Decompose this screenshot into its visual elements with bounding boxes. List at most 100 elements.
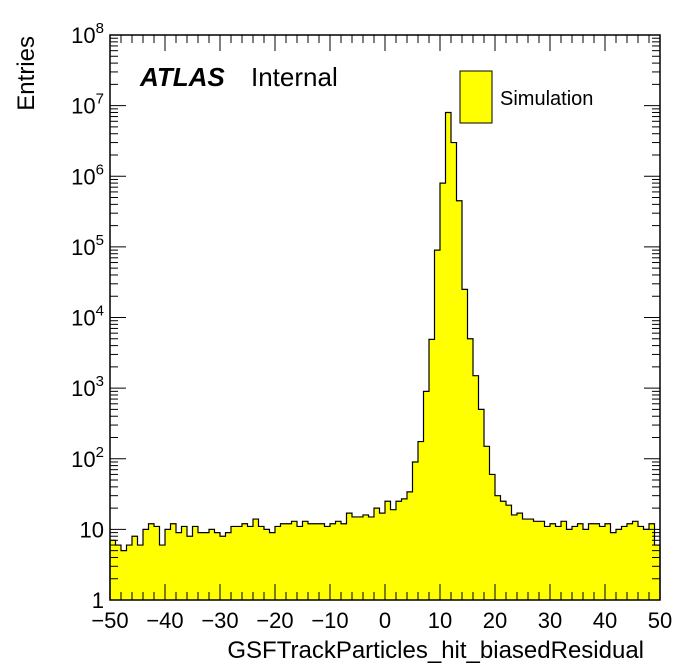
histogram-bin [374, 508, 380, 600]
histogram-bin [440, 183, 446, 600]
y-tick-label: 108 [71, 20, 104, 48]
histogram-bin [253, 519, 259, 600]
histogram-bin [489, 474, 495, 600]
histogram-bin [264, 529, 270, 600]
histogram-bin [511, 514, 517, 600]
histogram-bin [214, 532, 220, 600]
histogram-bin [286, 523, 292, 600]
y-tick-label: 105 [71, 232, 104, 260]
histogram-bin [181, 526, 187, 600]
histogram-layer [109, 111, 661, 600]
histogram-bin [231, 526, 237, 600]
histogram-outline [109, 111, 661, 600]
histogram-bin [132, 536, 138, 600]
histogram-bin [467, 338, 473, 600]
histogram-bin [495, 495, 501, 600]
histogram-bin [319, 523, 325, 600]
histogram-bin [418, 441, 424, 600]
histogram-bin [143, 529, 149, 600]
histogram-bin [176, 532, 182, 600]
histogram-bin [577, 523, 583, 600]
histogram-bin [368, 516, 374, 600]
histogram-bin [209, 529, 215, 600]
histogram-bin [550, 523, 556, 600]
x-tick-label: −10 [311, 608, 348, 633]
histogram-bin [423, 391, 429, 600]
histogram-bin [555, 526, 561, 600]
histogram-bin [451, 142, 457, 600]
histogram-bin [632, 521, 638, 600]
histogram-bin [247, 526, 253, 600]
histogram-bin [330, 523, 336, 600]
histogram-bin [341, 523, 347, 600]
histogram-bin [412, 461, 418, 600]
histogram-bin [390, 509, 396, 600]
histogram-bin [302, 521, 308, 600]
histogram-bin [478, 409, 484, 600]
histogram-bin [594, 523, 600, 600]
histogram-bin [379, 513, 385, 600]
internal-label: Internal [251, 62, 338, 92]
x-tick-label: 30 [538, 608, 562, 633]
histogram-bin [528, 519, 534, 600]
histogram-bin [308, 523, 314, 600]
x-tick-label: 50 [648, 608, 672, 633]
histogram-bin [242, 523, 248, 600]
histogram-bin [170, 523, 176, 600]
histogram-bin [522, 519, 528, 600]
plot-frame [109, 34, 661, 601]
histogram-bin [165, 529, 171, 600]
histogram-bin [291, 521, 297, 600]
histogram-bin [115, 545, 121, 600]
histogram-bin [638, 526, 644, 600]
histogram-bin [313, 523, 319, 600]
histogram-bin [396, 501, 402, 600]
histogram-bin [649, 523, 655, 600]
histogram-bin [187, 536, 193, 600]
atlas-label: ATLAS [139, 62, 225, 92]
y-tick-label: 104 [71, 303, 104, 331]
histogram-bin [539, 521, 545, 600]
legend-swatch [459, 70, 493, 124]
histogram-bin [385, 501, 391, 600]
histogram-bin [544, 526, 550, 600]
histogram-bin [335, 521, 341, 600]
histogram-bin [456, 200, 462, 600]
histogram-bin [401, 498, 407, 600]
histogram-bin [407, 491, 413, 600]
x-tick-label: −30 [201, 608, 238, 633]
histogram-bin [517, 513, 523, 600]
y-axis-title: Entries [13, 36, 40, 111]
histogram-bin [434, 250, 440, 600]
histogram-bin [500, 501, 506, 600]
histogram-bin [627, 523, 633, 600]
histogram-bin [583, 529, 589, 600]
x-tick-label: 20 [483, 608, 507, 633]
histogram-bin [473, 375, 479, 600]
histogram-bin [159, 545, 165, 600]
histogram-bin [357, 516, 363, 600]
histogram-bin [566, 529, 572, 600]
histogram-bin [643, 529, 649, 600]
histogram-bin [610, 532, 616, 600]
histogram-bin [484, 446, 490, 600]
histogram-bin [137, 545, 143, 600]
histogram-bin [429, 339, 435, 600]
histogram-bin [154, 526, 160, 600]
histogram-bin [621, 526, 627, 600]
histogram-bin [192, 526, 198, 600]
histogram-bin [533, 521, 539, 600]
y-tick-label: 107 [71, 91, 104, 119]
y-tick-labels: 1 10 102 103 104 105 106 107 108 [71, 20, 104, 613]
y-tick-label: 10 [80, 517, 104, 542]
histogram-bin [605, 523, 611, 600]
y-tick-label: 106 [71, 161, 104, 189]
y-tick-label: 102 [71, 444, 104, 472]
histogram-bin [462, 289, 468, 600]
histogram-bin [363, 514, 369, 600]
histogram-bin [269, 532, 275, 600]
histogram-bin [297, 526, 303, 600]
histogram-bin [352, 516, 358, 600]
histogram-bin [599, 526, 605, 600]
